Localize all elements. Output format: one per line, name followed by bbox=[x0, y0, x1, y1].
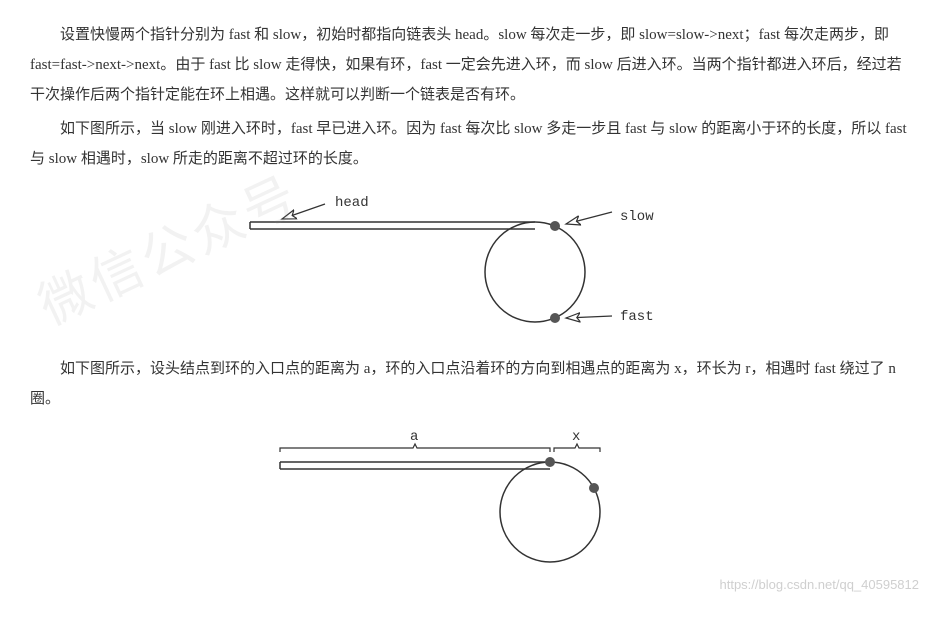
label-head: head bbox=[335, 195, 369, 211]
paragraph-1: 设置快慢两个指针分别为 fast 和 slow，初始时都指向链表头 head。s… bbox=[30, 20, 909, 110]
arrow-fast bbox=[566, 316, 612, 318]
diagram-1: head slow fast bbox=[220, 182, 720, 342]
slow-dot bbox=[550, 221, 560, 231]
meet-dot bbox=[589, 483, 599, 493]
entry-dot bbox=[545, 457, 555, 467]
label-a: a bbox=[410, 429, 418, 445]
label-x: x bbox=[572, 429, 580, 445]
paragraph-2: 如下图所示，当 slow 刚进入环时，fast 早已进入环。因为 fast 每次… bbox=[30, 114, 909, 174]
fast-dot bbox=[550, 313, 560, 323]
watermark-url: https://blog.csdn.net/qq_40595812 bbox=[720, 572, 920, 598]
label-slow: slow bbox=[620, 209, 654, 225]
diagram-2: a x bbox=[220, 422, 720, 572]
arrow-head bbox=[282, 204, 325, 219]
label-fast: fast bbox=[620, 309, 654, 325]
paragraph-3: 如下图所示，设头结点到环的入口点的距离为 a，环的入口点沿着环的方向到相遇点的距… bbox=[30, 354, 909, 414]
arrow-slow bbox=[566, 212, 612, 224]
